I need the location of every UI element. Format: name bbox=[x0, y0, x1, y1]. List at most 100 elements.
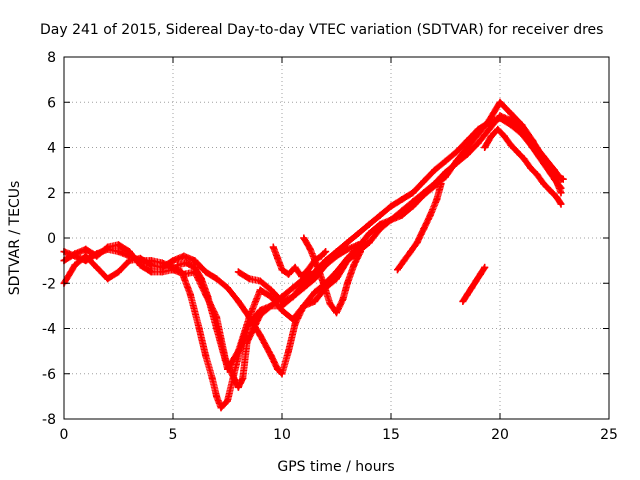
data-point bbox=[256, 331, 264, 339]
data-point bbox=[407, 248, 415, 256]
data-point bbox=[426, 211, 434, 219]
data-point bbox=[487, 132, 495, 140]
data-point bbox=[442, 173, 449, 181]
data-point bbox=[507, 110, 515, 118]
data-point bbox=[202, 352, 210, 360]
data-point bbox=[311, 297, 319, 305]
data-point bbox=[365, 230, 373, 237]
x-tick-label: 0 bbox=[60, 427, 69, 443]
data-point bbox=[559, 175, 567, 183]
y-tick-label: -4 bbox=[42, 322, 56, 338]
data-point bbox=[224, 397, 231, 405]
data-point bbox=[520, 155, 528, 163]
data-point bbox=[468, 284, 476, 292]
data-point bbox=[204, 293, 212, 301]
data-point bbox=[245, 275, 253, 283]
x-tick-label: 15 bbox=[382, 427, 400, 443]
y-tick-label: 8 bbox=[47, 50, 56, 66]
data-point bbox=[452, 157, 460, 165]
data-point bbox=[442, 157, 449, 165]
data-point bbox=[191, 257, 199, 265]
data-point bbox=[256, 277, 264, 285]
data-point bbox=[239, 374, 247, 382]
data-point bbox=[243, 338, 251, 346]
data-point bbox=[546, 187, 554, 194]
data-point bbox=[494, 125, 502, 133]
y-tick-label: 6 bbox=[47, 95, 56, 111]
data-point bbox=[304, 266, 312, 274]
data-point bbox=[306, 245, 314, 253]
data-point bbox=[533, 171, 541, 179]
data-point bbox=[339, 295, 347, 303]
series-track-g bbox=[300, 234, 364, 317]
y-tick-label: 2 bbox=[47, 186, 56, 202]
y-tick-label: -8 bbox=[42, 412, 56, 428]
data-point bbox=[300, 302, 308, 310]
data-point bbox=[291, 263, 299, 271]
data-point bbox=[400, 257, 408, 265]
data-point bbox=[234, 347, 242, 355]
data-point bbox=[311, 275, 319, 283]
y-axis-label: SDTVAR / TECUs bbox=[7, 181, 23, 296]
data-point bbox=[420, 177, 428, 185]
data-point bbox=[234, 383, 242, 391]
data-point bbox=[437, 180, 445, 188]
data-point bbox=[267, 293, 275, 301]
data-point bbox=[387, 216, 395, 224]
data-point bbox=[125, 257, 133, 265]
data-point bbox=[274, 254, 282, 262]
data-point bbox=[431, 166, 439, 174]
data-point bbox=[474, 130, 482, 138]
data-point bbox=[409, 189, 417, 197]
data-point bbox=[298, 273, 306, 280]
data-point bbox=[548, 166, 556, 174]
data-point bbox=[496, 98, 504, 106]
data-point bbox=[387, 202, 395, 210]
data-point bbox=[213, 392, 221, 400]
data-point bbox=[485, 116, 493, 124]
x-tick-label: 5 bbox=[169, 427, 178, 443]
data-point bbox=[278, 297, 286, 305]
data-point bbox=[221, 356, 229, 364]
series-track-j bbox=[481, 125, 565, 208]
data-point bbox=[267, 302, 275, 310]
data-point bbox=[500, 132, 508, 140]
data-point bbox=[82, 252, 90, 260]
data-point bbox=[535, 153, 543, 161]
data-point bbox=[234, 297, 242, 305]
data-point bbox=[317, 252, 325, 260]
data-point bbox=[291, 320, 299, 328]
data-point bbox=[420, 225, 428, 233]
data-point bbox=[180, 252, 188, 260]
series-track-e bbox=[234, 239, 373, 305]
data-point bbox=[217, 404, 225, 412]
y-tick-label: -6 bbox=[42, 367, 56, 383]
data-point bbox=[213, 325, 221, 332]
data-point bbox=[343, 279, 351, 287]
data-point bbox=[245, 313, 253, 321]
y-tick-label: -2 bbox=[42, 276, 56, 292]
data-point bbox=[333, 309, 340, 317]
data-point bbox=[213, 275, 221, 283]
tick-layer: 0 5 10 15 20 25 -8 -6 -4 -2 0 2 4 6 8 bbox=[42, 50, 618, 443]
data-point bbox=[463, 291, 471, 299]
data-point bbox=[267, 352, 275, 360]
data-point bbox=[463, 144, 471, 151]
data-point bbox=[420, 191, 428, 199]
data-point bbox=[313, 261, 321, 269]
x-tick-label: 20 bbox=[491, 427, 509, 443]
data-point bbox=[250, 325, 258, 332]
data-point bbox=[513, 148, 521, 156]
series-track-d bbox=[173, 259, 314, 391]
data-point bbox=[274, 365, 282, 373]
data-point bbox=[115, 241, 122, 249]
data-point bbox=[278, 266, 286, 274]
data-point bbox=[507, 141, 515, 149]
data-point bbox=[269, 243, 277, 251]
data-point bbox=[115, 268, 122, 276]
data-point bbox=[333, 275, 340, 283]
data-point bbox=[180, 270, 188, 278]
data-point bbox=[104, 275, 112, 283]
data-point bbox=[285, 347, 292, 355]
data-point bbox=[555, 173, 563, 181]
